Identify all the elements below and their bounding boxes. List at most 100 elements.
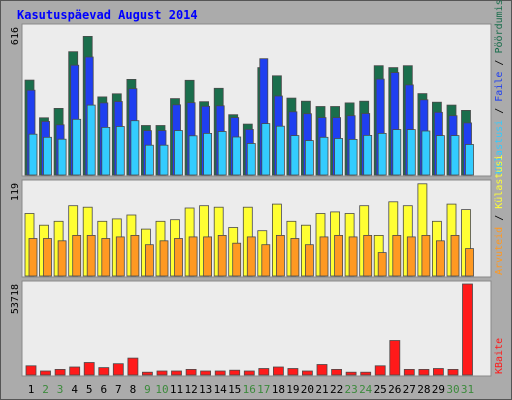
day-label: 22 bbox=[330, 383, 343, 396]
bar-arvuteid bbox=[72, 234, 82, 277]
legend-item-arvuteid: Arvuteid bbox=[494, 227, 505, 275]
day-label: 3 bbox=[57, 383, 64, 396]
legend-item-poordumisi: Pöördumisi bbox=[494, 0, 505, 54]
bar-arvuteid bbox=[188, 236, 198, 277]
bar-kulastusi bbox=[57, 138, 67, 176]
legend-item-kbaite: KBaite bbox=[494, 338, 505, 374]
bar-arvuteid bbox=[319, 236, 329, 277]
bar-arvuteid bbox=[261, 244, 271, 277]
bar-arvuteid bbox=[435, 240, 445, 277]
legend-separator: / bbox=[494, 108, 505, 114]
bar-arvuteid bbox=[144, 244, 154, 277]
bar-kulastusi bbox=[421, 130, 431, 176]
day-label: 2 bbox=[42, 383, 49, 396]
bar-kbaite bbox=[200, 370, 212, 376]
bar-kulastusi bbox=[130, 120, 140, 176]
bar-arvuteid bbox=[174, 238, 183, 277]
day-label: 12 bbox=[184, 383, 197, 396]
bar-kbaite bbox=[229, 369, 241, 376]
bar-kbaite bbox=[127, 357, 139, 376]
bar-kbaite bbox=[112, 363, 124, 376]
bar-arvuteid bbox=[465, 248, 474, 277]
bar-arvuteid bbox=[115, 236, 125, 277]
bar-arvuteid bbox=[421, 234, 431, 277]
bar-kbaite bbox=[462, 283, 473, 376]
bar-kulastusi bbox=[101, 127, 111, 176]
bar-arvuteid bbox=[86, 234, 96, 277]
day-axis-labels: 1 2 3 4 5 6 7 8 9 10 11 12 13 14 15 16 17 18 19 20 21 22 23 24 2… bbox=[28, 383, 474, 396]
legend-item-faile: Faile bbox=[494, 72, 505, 102]
bar-kulastusi bbox=[334, 138, 344, 176]
day-label: 11 bbox=[170, 383, 183, 396]
bar-arvuteid bbox=[28, 238, 38, 277]
top-panel-bars bbox=[24, 36, 474, 176]
bar-kbaite bbox=[389, 340, 401, 376]
bar-kulastusi bbox=[159, 144, 169, 176]
day-label: 23 bbox=[344, 383, 357, 396]
day-label: 1 bbox=[28, 383, 35, 396]
bar-arvuteid bbox=[57, 240, 67, 277]
day-label: 13 bbox=[199, 383, 212, 396]
day-label: 18 bbox=[272, 383, 285, 396]
bar-kulastusi bbox=[246, 143, 256, 176]
bar-kbaite bbox=[432, 368, 444, 376]
day-label: 16 bbox=[243, 383, 256, 396]
bar-arvuteid bbox=[130, 234, 140, 277]
middle-panel-ymax-label: 119 bbox=[10, 183, 21, 201]
bar-kbaite bbox=[331, 368, 343, 376]
bar-arvuteid bbox=[43, 238, 52, 277]
bar-kbaite bbox=[418, 368, 430, 376]
bar-kulastusi bbox=[86, 104, 96, 176]
bar-kulastusi bbox=[377, 132, 387, 176]
day-label: 24 bbox=[359, 383, 373, 396]
bar-kbaite bbox=[316, 364, 328, 376]
bar-kbaite bbox=[185, 368, 197, 376]
bar-arvuteid bbox=[159, 240, 169, 277]
day-label: 17 bbox=[257, 383, 270, 396]
bar-kulastusi bbox=[392, 129, 402, 176]
bottom-panel-ymax-label: 53718 bbox=[10, 284, 21, 314]
bar-arvuteid bbox=[377, 252, 387, 277]
bar-kulastusi bbox=[348, 138, 358, 176]
legend-separator: / bbox=[494, 60, 505, 66]
day-label: 21 bbox=[315, 383, 328, 396]
bar-arvuteid bbox=[304, 244, 314, 277]
day-label: 29 bbox=[432, 383, 445, 396]
bar-arvuteid bbox=[334, 234, 344, 277]
bar-kulastusi bbox=[28, 133, 38, 176]
day-label: 6 bbox=[100, 383, 107, 396]
chart-title: Kasutuspäevad August 2014 bbox=[17, 8, 198, 22]
day-label: 5 bbox=[86, 383, 93, 396]
bar-kulastusi bbox=[261, 123, 271, 176]
bar-kbaite bbox=[287, 368, 299, 376]
bar-kbaite bbox=[214, 370, 226, 376]
bar-kbaite bbox=[54, 368, 66, 376]
bar-kulastusi bbox=[290, 135, 300, 176]
day-label: 25 bbox=[374, 383, 387, 396]
bar-kbaite bbox=[98, 367, 110, 376]
middle-panel-bars bbox=[24, 183, 474, 277]
day-label: 9 bbox=[144, 383, 151, 396]
bar-kbaite bbox=[301, 370, 313, 376]
bar-kulastusi bbox=[144, 144, 154, 176]
bar-kulastusi bbox=[435, 135, 445, 176]
bar-kulastusi bbox=[275, 125, 285, 176]
day-label: 10 bbox=[155, 383, 168, 396]
bar-arvuteid bbox=[217, 234, 227, 277]
bar-arvuteid bbox=[363, 234, 373, 277]
bar-kulastusi bbox=[465, 144, 474, 176]
bar-kbaite bbox=[25, 365, 37, 376]
bar-kbaite bbox=[272, 366, 284, 376]
bar-kbaite bbox=[258, 368, 270, 376]
bar-kbaite bbox=[40, 370, 51, 376]
bar-kulastusi bbox=[43, 136, 52, 176]
legend-item-kulastusi: Külastusi bbox=[494, 120, 505, 174]
bar-arvuteid bbox=[101, 238, 111, 277]
bar-kulastusi bbox=[450, 135, 460, 176]
bottom-panel bbox=[21, 280, 492, 377]
bar-kbaite bbox=[403, 368, 415, 376]
bar-kulastusi bbox=[188, 135, 198, 176]
day-label: 20 bbox=[301, 383, 314, 396]
day-label: 14 bbox=[214, 383, 228, 396]
